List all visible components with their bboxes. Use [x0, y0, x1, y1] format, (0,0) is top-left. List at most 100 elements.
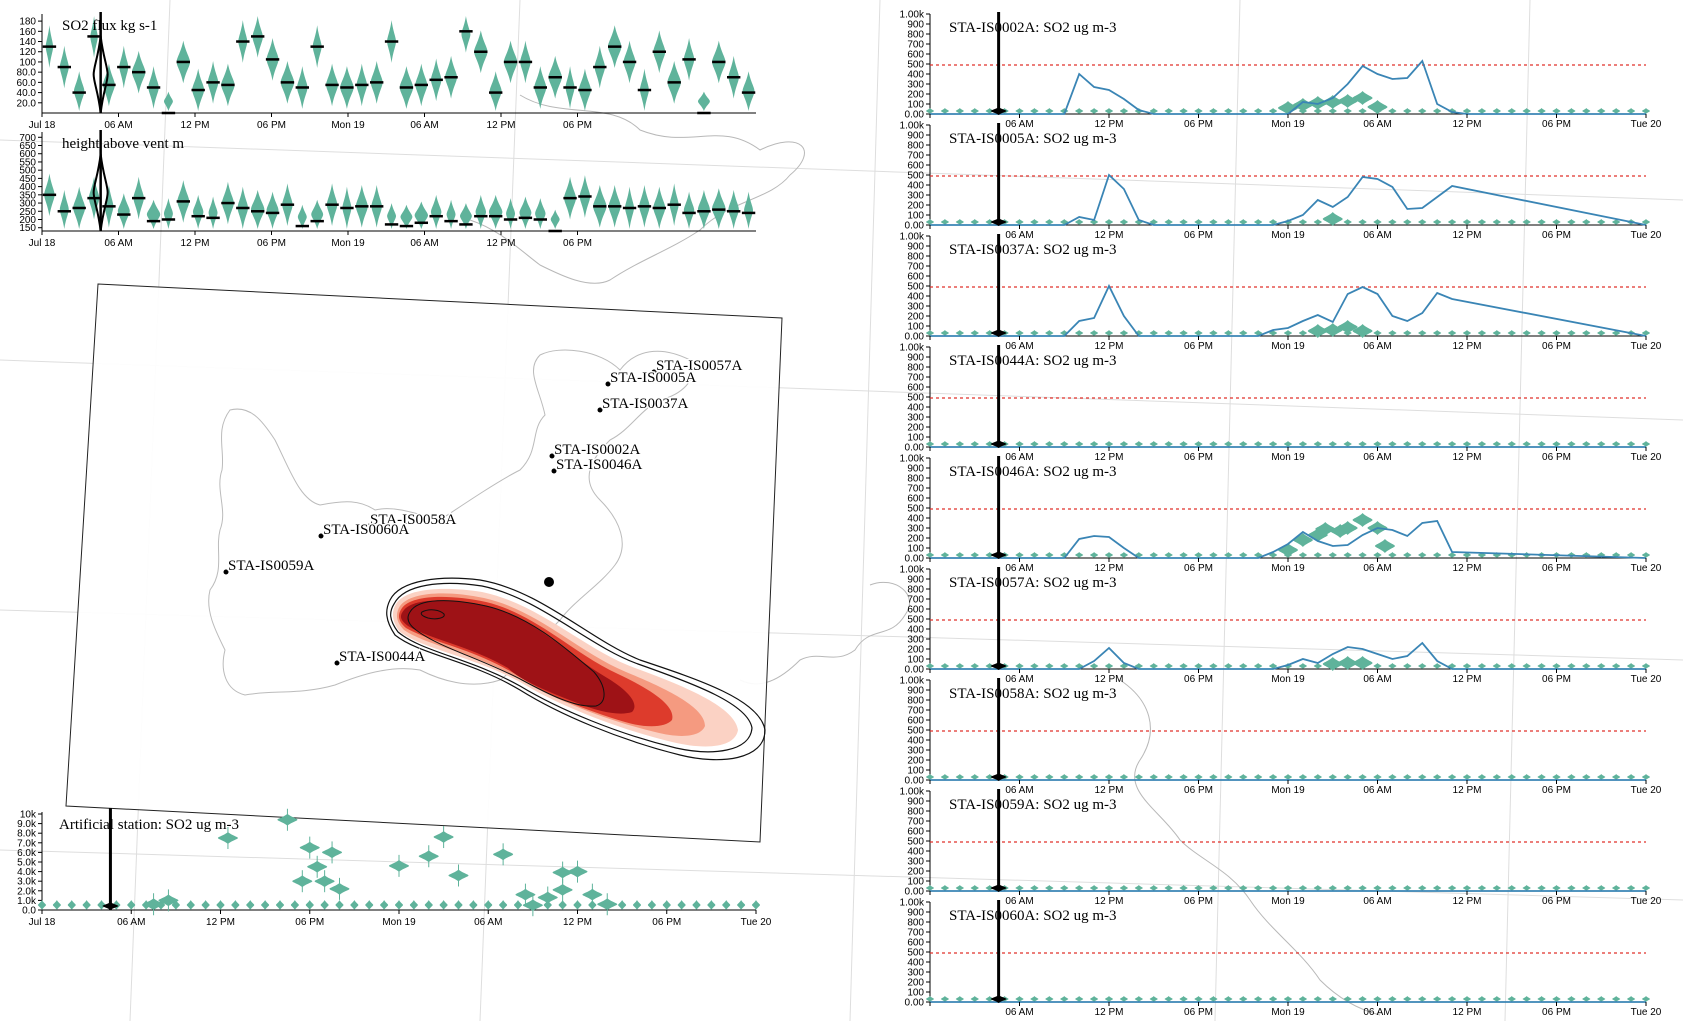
station-dot[interactable] — [549, 453, 555, 459]
baseline-violin — [1284, 663, 1292, 669]
station-marker-sta-is0058a[interactable]: STA-IS0058A — [365, 511, 458, 530]
y-tick-label: 800 — [907, 363, 924, 374]
baseline-violin — [1418, 552, 1427, 558]
x-tick-label: 12 PM — [1095, 230, 1124, 241]
y-tick-label: 0.00 — [905, 110, 925, 121]
y-tick-label: 400 — [907, 625, 924, 636]
violin-mark — [1278, 101, 1298, 115]
baseline-violin — [1612, 996, 1621, 1002]
baseline-violin — [1313, 552, 1322, 558]
x-tick-label: Jul 18 — [29, 120, 56, 131]
baseline-violin — [1567, 885, 1576, 891]
station-marker-sta-is0044a[interactable]: STA-IS0044A — [334, 648, 427, 667]
violin-mark — [143, 898, 164, 911]
baseline-violin — [633, 900, 641, 910]
station-dot[interactable] — [605, 381, 611, 387]
chart-title: STA-IS0005A: SO2 ug m-3 — [949, 131, 1117, 147]
station-dot[interactable] — [318, 533, 324, 539]
y-tick-label: 800 — [907, 252, 924, 263]
baseline-violin — [1507, 441, 1516, 447]
baseline-violin — [290, 900, 299, 910]
y-tick-label: 180 — [19, 17, 36, 28]
x-tick-label: Tue 20 — [1631, 785, 1662, 796]
x-tick-label: 06 PM — [1184, 119, 1213, 130]
baseline-violin — [1463, 996, 1471, 1002]
y-tick-label: 300 — [907, 191, 924, 202]
chart-title: STA-IS0046A: SO2 ug m-3 — [949, 464, 1117, 480]
baseline-violin — [926, 996, 934, 1002]
x-tick-label: 06 PM — [652, 917, 681, 928]
y-tick-label: 700 — [19, 133, 36, 144]
baseline-violin — [1194, 996, 1203, 1002]
station-marker-sta-is0046a[interactable]: STA-IS0046A — [551, 456, 644, 475]
y-tick-label: 200 — [907, 534, 924, 545]
baseline-violin — [1492, 108, 1501, 114]
station-marker-sta-is0005a[interactable]: STA-IS0005A — [605, 369, 698, 388]
station-marker-sta-is0059a[interactable]: STA-IS0059A — [223, 557, 316, 576]
x-tick-label: Mon 19 — [331, 238, 365, 249]
baseline-violin — [1418, 663, 1427, 669]
current-marker — [990, 995, 1007, 1003]
baseline-violin — [1477, 108, 1486, 114]
baseline-violin — [1418, 774, 1427, 780]
x-tick-label: 12 PM — [1453, 341, 1482, 352]
station-dot[interactable] — [551, 468, 557, 474]
x-tick-label: 12 PM — [1453, 1007, 1482, 1018]
baseline-violin — [1105, 885, 1113, 891]
x-tick-label: 06 AM — [1363, 1007, 1391, 1018]
vent-location-marker[interactable] — [544, 577, 554, 587]
baseline-violin — [677, 900, 686, 910]
station-dot[interactable] — [597, 407, 603, 413]
baseline-violin — [1060, 552, 1069, 558]
violin-mark — [208, 196, 218, 229]
y-tick-label: 5.0k — [17, 858, 37, 869]
baseline-violin — [1090, 441, 1099, 447]
x-tick-label: 06 PM — [257, 120, 286, 131]
x-tick-label: Mon 19 — [1271, 341, 1305, 352]
baseline-violin — [1090, 330, 1099, 336]
baseline-violin — [1433, 108, 1442, 114]
baseline-violin — [692, 900, 701, 910]
baseline-violin — [1298, 996, 1307, 1002]
baseline-violin — [1149, 108, 1158, 114]
baseline-violin — [1552, 663, 1561, 669]
baseline-violin — [955, 108, 964, 114]
baseline-violin — [1149, 219, 1158, 225]
baseline-violin — [1358, 552, 1367, 558]
y-tick-label: 500 — [907, 282, 924, 293]
y-tick-label: 700 — [907, 151, 924, 162]
station-marker-sta-is0057a[interactable]: STA-IS0057A — [651, 357, 744, 376]
baseline-violin — [926, 330, 934, 336]
baseline-violin — [1254, 219, 1263, 225]
station-dot[interactable] — [365, 523, 371, 529]
baseline-violin — [1075, 552, 1084, 558]
y-tick-label: 900 — [907, 131, 924, 142]
baseline-violin — [955, 774, 964, 780]
baseline-violin — [365, 900, 374, 910]
violin-mark — [552, 883, 573, 896]
station-marker-sta-is0060a[interactable]: STA-IS0060A — [318, 521, 411, 540]
violin-mark — [567, 865, 588, 878]
baseline-violin — [1313, 885, 1322, 891]
station-marker-sta-is0037a[interactable]: STA-IS0037A — [597, 395, 690, 414]
baseline-violin — [1642, 219, 1650, 225]
y-tick-label: 500 — [907, 948, 924, 959]
station-dot[interactable] — [334, 660, 340, 666]
x-tick-label: 06 AM — [1363, 341, 1391, 352]
station-dot[interactable] — [223, 569, 229, 575]
baseline-violin — [1284, 330, 1292, 336]
baseline-violin — [1433, 219, 1442, 225]
chart-title: Artificial station: SO2 ug m-3 — [59, 817, 239, 833]
baseline-violin — [955, 330, 964, 336]
x-tick-label: 06 AM — [1363, 563, 1391, 574]
station-marker-sta-is0002a[interactable]: STA-IS0002A — [549, 441, 642, 460]
y-tick-label: 900 — [907, 797, 924, 808]
x-tick-label: 06 PM — [1542, 341, 1571, 352]
baseline-violin — [1149, 663, 1158, 669]
violin-mark — [430, 194, 442, 229]
baseline-violin — [1298, 441, 1307, 447]
baseline-violin — [216, 900, 225, 910]
station-dot[interactable] — [651, 369, 657, 375]
